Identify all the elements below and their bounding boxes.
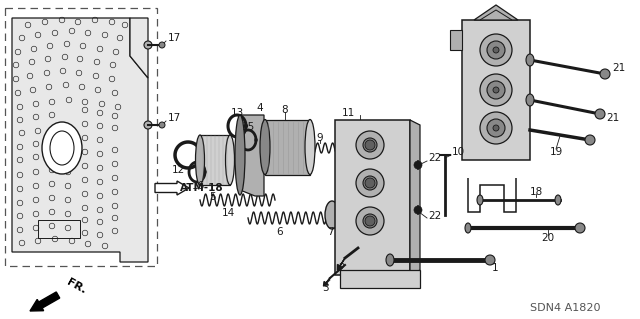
Text: 9: 9 bbox=[317, 133, 323, 143]
Circle shape bbox=[595, 109, 605, 119]
Polygon shape bbox=[12, 18, 148, 262]
Text: 22: 22 bbox=[428, 211, 441, 221]
Circle shape bbox=[485, 255, 495, 265]
Text: 17: 17 bbox=[168, 113, 181, 123]
Circle shape bbox=[487, 41, 505, 59]
Text: 11: 11 bbox=[341, 108, 355, 118]
Text: 10: 10 bbox=[452, 147, 465, 157]
FancyArrow shape bbox=[155, 181, 189, 195]
Text: 22: 22 bbox=[428, 153, 441, 163]
Circle shape bbox=[487, 81, 505, 99]
Text: 19: 19 bbox=[549, 147, 563, 157]
Bar bbox=[38, 220, 80, 238]
Circle shape bbox=[159, 42, 165, 48]
FancyArrow shape bbox=[323, 278, 330, 286]
Ellipse shape bbox=[555, 195, 561, 205]
Text: 12: 12 bbox=[172, 165, 184, 175]
Bar bbox=[335, 120, 410, 275]
Text: 21: 21 bbox=[612, 63, 625, 73]
Circle shape bbox=[480, 112, 512, 144]
Text: 8: 8 bbox=[282, 105, 288, 115]
Bar bbox=[462, 20, 530, 160]
Ellipse shape bbox=[356, 207, 384, 235]
Polygon shape bbox=[474, 5, 518, 20]
FancyArrow shape bbox=[337, 258, 345, 270]
Circle shape bbox=[600, 69, 610, 79]
Text: 1: 1 bbox=[492, 263, 499, 273]
Ellipse shape bbox=[260, 120, 270, 174]
Text: 20: 20 bbox=[541, 233, 555, 243]
Text: 16: 16 bbox=[191, 181, 205, 191]
Ellipse shape bbox=[42, 122, 82, 174]
Bar bbox=[200, 135, 230, 185]
Ellipse shape bbox=[477, 195, 483, 205]
Circle shape bbox=[144, 121, 152, 129]
Bar bbox=[5, 8, 157, 266]
Ellipse shape bbox=[356, 169, 384, 197]
Circle shape bbox=[493, 125, 499, 131]
Text: FR.: FR. bbox=[65, 277, 88, 295]
Polygon shape bbox=[450, 30, 462, 50]
Circle shape bbox=[414, 161, 422, 169]
Text: 3: 3 bbox=[322, 283, 328, 293]
Ellipse shape bbox=[305, 120, 315, 174]
Text: 4: 4 bbox=[257, 103, 263, 113]
Bar bbox=[265, 120, 310, 175]
Text: 18: 18 bbox=[529, 187, 543, 197]
Ellipse shape bbox=[195, 135, 205, 185]
Circle shape bbox=[144, 41, 152, 49]
Ellipse shape bbox=[356, 131, 384, 159]
Circle shape bbox=[414, 206, 422, 214]
Circle shape bbox=[480, 74, 512, 106]
Text: 5: 5 bbox=[210, 192, 216, 202]
Circle shape bbox=[480, 34, 512, 66]
Circle shape bbox=[365, 216, 375, 226]
Ellipse shape bbox=[465, 223, 471, 233]
Bar bbox=[340, 270, 420, 288]
Text: 15: 15 bbox=[241, 122, 255, 132]
Ellipse shape bbox=[325, 201, 339, 229]
Ellipse shape bbox=[235, 115, 245, 195]
Text: SDN4 A1820: SDN4 A1820 bbox=[530, 303, 600, 313]
Circle shape bbox=[575, 223, 585, 233]
Text: 6: 6 bbox=[276, 227, 284, 237]
Text: 17: 17 bbox=[168, 33, 181, 43]
Circle shape bbox=[159, 122, 165, 128]
Ellipse shape bbox=[386, 254, 394, 266]
Circle shape bbox=[365, 140, 375, 150]
Ellipse shape bbox=[363, 214, 377, 228]
Circle shape bbox=[487, 119, 505, 137]
Polygon shape bbox=[240, 115, 264, 196]
Circle shape bbox=[585, 135, 595, 145]
Polygon shape bbox=[410, 120, 420, 275]
Text: 13: 13 bbox=[230, 108, 244, 118]
Text: 7: 7 bbox=[326, 227, 333, 237]
Circle shape bbox=[493, 47, 499, 53]
Ellipse shape bbox=[526, 94, 534, 106]
Circle shape bbox=[365, 178, 375, 188]
Text: 2: 2 bbox=[339, 263, 346, 273]
Polygon shape bbox=[130, 18, 148, 78]
Ellipse shape bbox=[363, 176, 377, 190]
Ellipse shape bbox=[363, 138, 377, 152]
Text: ATM-18: ATM-18 bbox=[180, 183, 223, 193]
FancyArrow shape bbox=[30, 292, 60, 311]
Text: 21: 21 bbox=[606, 113, 620, 123]
Circle shape bbox=[493, 87, 499, 93]
Text: 14: 14 bbox=[221, 208, 235, 218]
Ellipse shape bbox=[526, 54, 534, 66]
Ellipse shape bbox=[225, 135, 234, 185]
